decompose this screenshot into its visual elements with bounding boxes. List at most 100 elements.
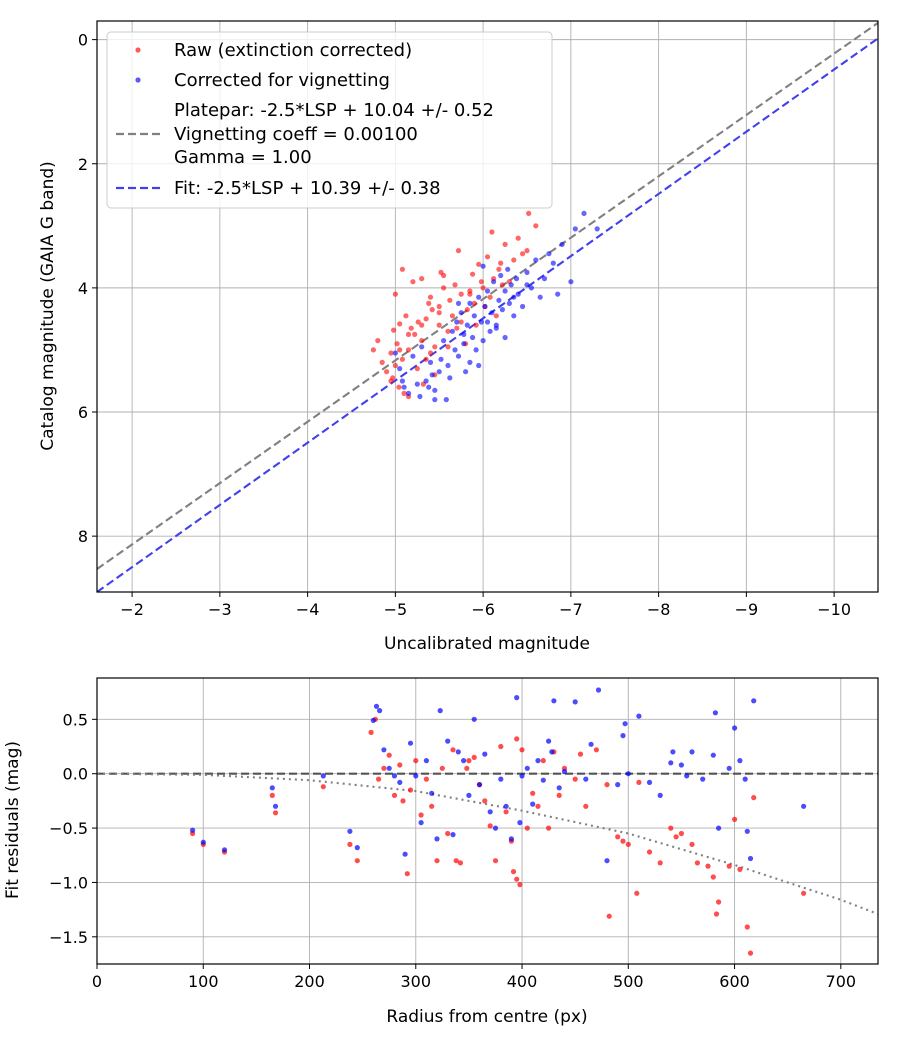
bottom-x-axis-label: Radius from centre (px) <box>386 1007 587 1027</box>
bottom-y-tick-label: −0.5 <box>49 819 88 838</box>
top-raw-point <box>410 279 416 285</box>
bottom-x-tick-label: 500 <box>613 972 644 991</box>
bottom-corrected-point <box>461 758 467 764</box>
top-corrected-point <box>505 266 511 272</box>
bottom-corrected-point <box>423 758 429 764</box>
top-corrected-point <box>470 334 476 341</box>
bottom-corrected-point <box>737 758 743 764</box>
bottom-corrected-point <box>689 749 695 755</box>
top-raw-point <box>496 266 502 272</box>
top-raw-point <box>511 257 517 263</box>
bottom-corrected-point <box>386 765 392 771</box>
top-y-tick-label: 0 <box>78 31 88 50</box>
bottom-raw-point <box>593 747 600 753</box>
bottom-raw-point <box>747 950 754 956</box>
bottom-corrected-point <box>373 703 380 709</box>
top-raw-point <box>447 297 453 303</box>
bottom-corrected-point <box>524 765 530 771</box>
top-raw-point <box>394 341 400 347</box>
top-raw-point <box>493 313 499 319</box>
bottom-corrected-point <box>588 741 594 747</box>
bottom-corrected-point <box>604 858 610 864</box>
top-raw-point <box>397 347 403 353</box>
bottom-raw-point <box>530 790 536 796</box>
bottom-y-axis-label: Fit residuals (mag) <box>3 741 23 899</box>
bottom-raw-point <box>657 860 663 866</box>
top-raw-point <box>449 313 455 319</box>
top-line-platepar <box>97 22 878 570</box>
bottom-raw-point <box>450 747 456 753</box>
top-corrected-point <box>502 334 508 341</box>
bottom-corrected-point <box>595 687 602 693</box>
top-corrected-point <box>508 282 514 288</box>
bottom-raw-point <box>634 890 640 896</box>
top-corrected-point <box>419 344 425 350</box>
top-raw-point <box>464 307 470 313</box>
top-y-tick-label: 2 <box>78 155 88 174</box>
top-corrected-point <box>502 288 508 294</box>
top-corrected-point <box>405 390 412 396</box>
top-corrected-point <box>464 322 470 328</box>
bottom-raw-point <box>423 776 429 782</box>
top-raw-point <box>533 223 539 229</box>
top-raw-point <box>391 327 397 333</box>
bottom-corrected-point <box>190 827 196 833</box>
bottom-raw-point <box>510 869 517 875</box>
bottom-raw-point <box>606 913 612 919</box>
bottom-raw-point <box>705 863 711 869</box>
top-corrected-point <box>511 313 517 319</box>
bottom-corrected-point <box>397 779 403 786</box>
bottom-corrected-point <box>747 855 754 862</box>
bottom-corrected-point <box>751 698 757 704</box>
bottom-raw-point <box>376 776 382 782</box>
bottom-corrected-point <box>508 836 514 842</box>
bottom-x-tick-label: 300 <box>401 972 432 991</box>
top-corrected-point <box>445 362 451 369</box>
top-raw-point <box>515 235 521 241</box>
top-corrected-point <box>455 300 462 306</box>
legend-marker-corrected <box>135 77 141 83</box>
top-corrected-point <box>392 350 398 356</box>
bottom-raw-point <box>439 765 445 771</box>
top-raw-point <box>476 261 482 267</box>
top-corrected-point <box>455 353 462 359</box>
top-raw-point <box>489 229 495 235</box>
top-raw-point <box>471 300 477 306</box>
bottom-raw-point <box>535 803 541 809</box>
bottom-raw-point <box>517 882 523 888</box>
top-raw-point <box>487 294 493 300</box>
legend-label-vignetting: Vignetting coeff = 0.00100 <box>174 124 418 145</box>
bottom-raw-point <box>400 798 406 804</box>
bottom-scatter-points <box>190 687 807 956</box>
bottom-raw-point <box>546 825 552 831</box>
top-raw-point <box>397 321 403 327</box>
bottom-raw-point <box>418 812 424 818</box>
bottom-corrected-point <box>450 832 456 838</box>
bottom-raw-point <box>519 747 525 753</box>
legend-item-fit: Fit: -2.5*LSP + 10.39 +/- 0.38 <box>116 178 441 199</box>
bottom-corrected-point <box>716 825 722 831</box>
top-corrected-point <box>447 375 453 381</box>
top-raw-point <box>392 362 398 369</box>
top-corrected-point <box>473 347 479 353</box>
top-corrected-point <box>429 372 435 378</box>
bottom-raw-point <box>646 849 653 855</box>
bottom-raw-point <box>498 743 504 750</box>
bottom-corrected-point <box>391 773 398 779</box>
bottom-x-ticks: 0 100 200 300 400 500 600 700 <box>92 964 856 991</box>
legend-label-platepar: Platepar: -2.5*LSP + 10.04 +/- 0.52 <box>174 100 494 121</box>
bottom-raw-point <box>524 825 530 831</box>
top-x-tick-label: −3 <box>208 600 232 619</box>
top-raw-point <box>452 282 458 288</box>
bottom-x-tick-label: 600 <box>719 972 750 991</box>
top-raw-point <box>484 254 491 260</box>
top-corrected-point <box>467 359 473 365</box>
bottom-axes-frame <box>96 677 879 965</box>
top-corrected-point <box>541 276 548 282</box>
top-raw-point <box>441 285 447 291</box>
bottom-corrected-point <box>646 779 653 786</box>
top-raw-point <box>524 248 530 254</box>
top-raw-point <box>388 350 394 356</box>
bottom-corrected-point <box>437 708 443 714</box>
